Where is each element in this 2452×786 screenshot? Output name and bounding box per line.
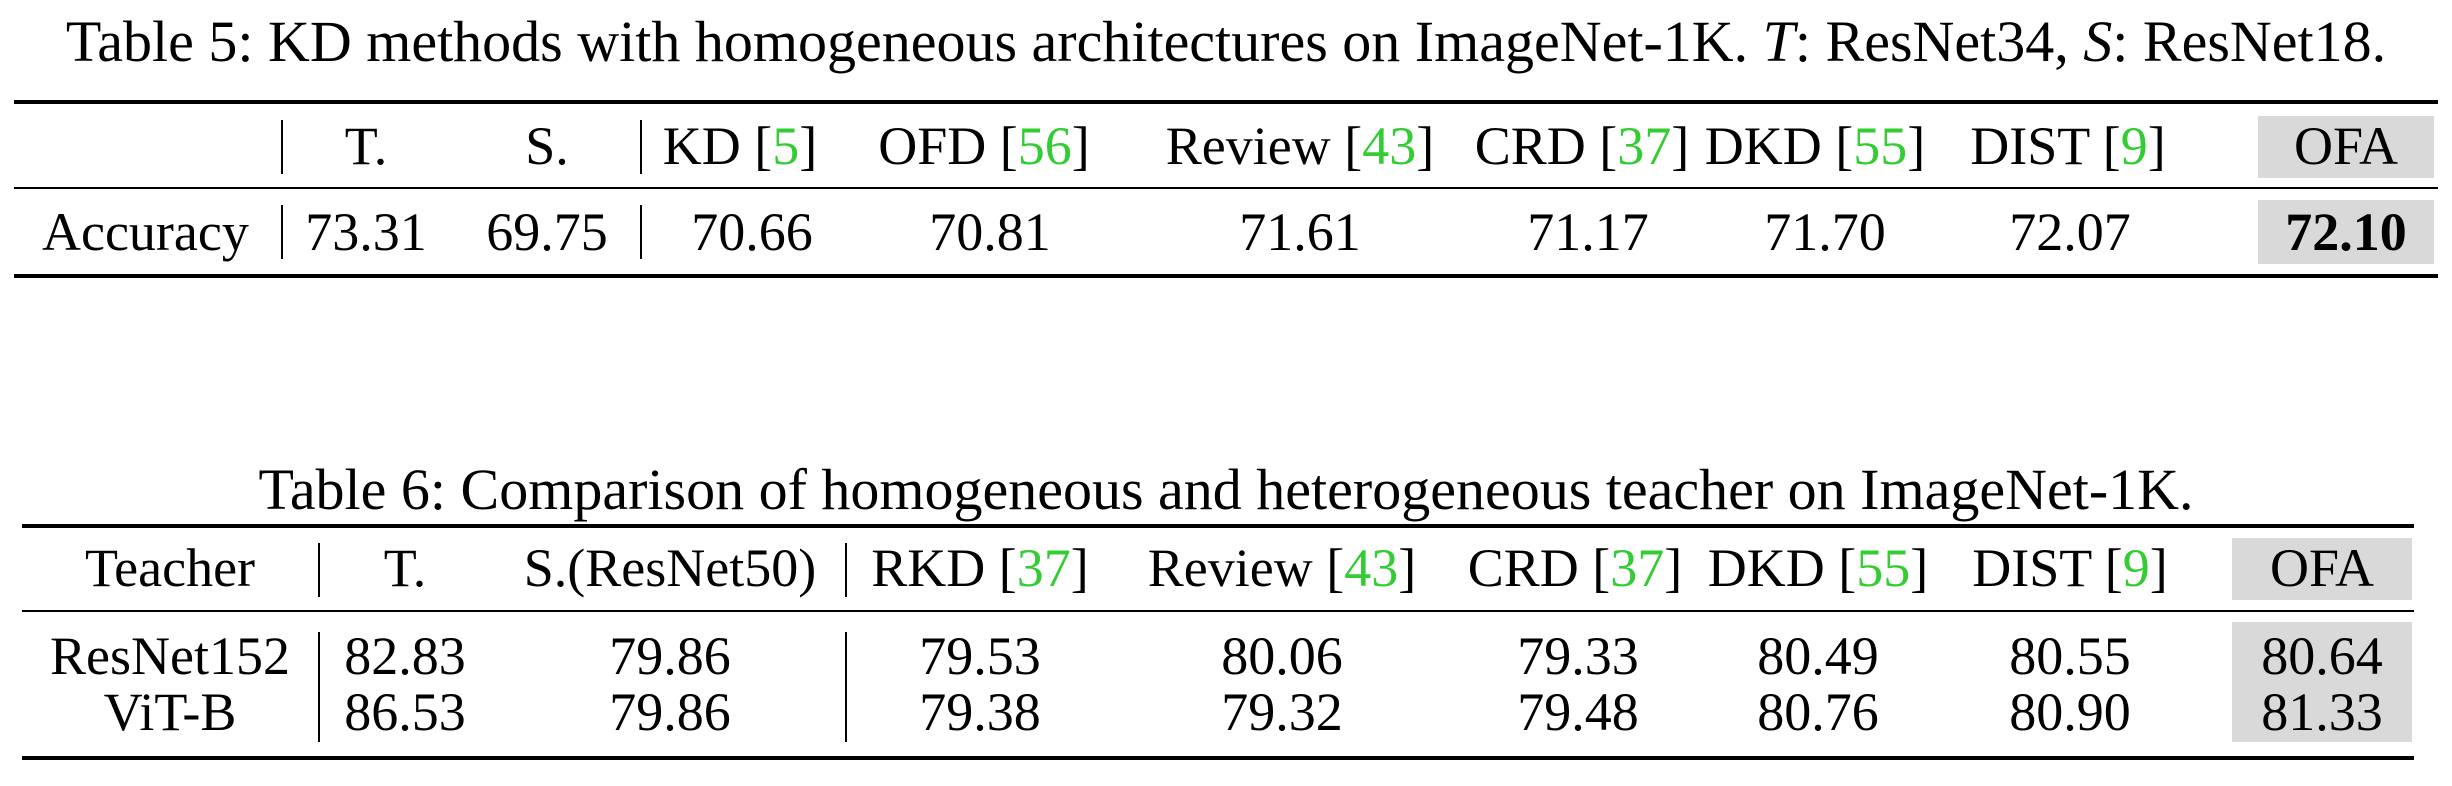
table5-header-student: S.: [525, 116, 569, 176]
table6-header-dist: DIST [9]: [1972, 538, 2168, 598]
table5-header-separator-2: [640, 120, 642, 174]
table6-row2-value-student: 79.86: [609, 682, 731, 742]
table5-value-ofa: 72.10: [2285, 202, 2407, 262]
table6-mid-rule: [22, 610, 2414, 612]
table5-value-crd: 71.17: [1527, 202, 1649, 262]
table5-mid-rule: [14, 187, 2438, 189]
table5-value-dist: 72.07: [2009, 202, 2131, 262]
table5-header-dist: DIST [9]: [1970, 116, 2166, 176]
table5-caption-mid: : ResNet34,: [1794, 9, 2084, 74]
table5-caption-prefix: Table 5: KD methods with homogeneous arc…: [65, 9, 1763, 74]
table6-header-student: S.(ResNet50): [523, 538, 817, 598]
table6-row1-label: ResNet152: [50, 626, 290, 686]
table5-header-crd: CRD [37]: [1474, 116, 1690, 176]
table5-header-review: Review [43]: [1165, 116, 1435, 176]
table5-header-separator-1: [281, 120, 283, 174]
table6-header-rkd-cite[interactable]: 37: [1016, 538, 1071, 598]
table6-top-rule: [22, 524, 2414, 528]
table6-ofa-header-highlight: [2232, 538, 2412, 600]
table6-caption: Table 6: Comparison of homogeneous and h…: [258, 457, 2194, 522]
table6-row1-value-dist: 80.55: [2009, 626, 2131, 686]
table6-ofa-values-highlight: [2232, 622, 2412, 742]
table5-header-kd: KD [5]: [662, 116, 818, 176]
table6-header-crd: CRD [37]: [1467, 538, 1683, 598]
table5-header-teacher: T.: [344, 116, 388, 176]
table5-value-dkd: 71.70: [1764, 202, 1886, 262]
table6-header-crd-cite[interactable]: 37: [1610, 538, 1665, 598]
table5-header-dist-cite[interactable]: 9: [2120, 116, 2148, 176]
table5-header-dkd-cite[interactable]: 55: [1853, 116, 1908, 176]
table6-row2-value-dkd: 80.76: [1757, 682, 1879, 742]
table6-header-review: Review [43]: [1147, 538, 1417, 598]
table6-row1-value-crd: 79.33: [1517, 626, 1639, 686]
table5-ofa-value-highlight: [2258, 200, 2434, 264]
table6-row2-value-rkd: 79.38: [919, 682, 1041, 742]
table6-header-ofa: OFA: [2269, 538, 2375, 598]
table6-header-review-cite[interactable]: 43: [1344, 538, 1399, 598]
table5-caption-teacher-symbol: T: [1762, 9, 1795, 74]
table5-header-ofd-cite[interactable]: 56: [1017, 116, 1072, 176]
table6-header-separator-2: [845, 543, 847, 597]
table6-row2-value-ofa: 81.33: [2261, 682, 2383, 742]
table5-header-ofa: OFA: [2293, 116, 2399, 176]
table5-header-ofd: OFD [56]: [878, 116, 1090, 176]
table6-row2-label: ViT-B: [103, 682, 237, 742]
table5-ofa-header-highlight: [2258, 116, 2434, 178]
table6-header-t: T.: [383, 538, 427, 598]
table5-header-dkd: DKD [55]: [1704, 116, 1926, 176]
table5-header-kd-cite[interactable]: 5: [772, 116, 800, 176]
table6-header-dkd-cite[interactable]: 55: [1856, 538, 1911, 598]
table5-row-separator-2: [640, 205, 642, 259]
table6-row2-value-dist: 80.90: [2009, 682, 2131, 742]
table6-row-separator-1: [318, 632, 320, 742]
table5-caption-suffix: : ResNet18.: [2112, 9, 2387, 74]
table6-header-teacher: Teacher: [84, 538, 256, 598]
table5-value-review: 71.61: [1239, 202, 1361, 262]
table6-header-rkd: RKD [37]: [871, 538, 1089, 598]
table6-header-dkd: DKD [55]: [1707, 538, 1929, 598]
table6-bottom-rule: [22, 756, 2414, 760]
table6-row2-value-review: 79.32: [1221, 682, 1343, 742]
table5-value-teacher: 73.31: [305, 202, 427, 262]
table5-caption: Table 5: KD methods with homogeneous arc…: [0, 10, 2452, 74]
table5-header-crd-cite[interactable]: 37: [1617, 116, 1672, 176]
table5-row-separator-1: [281, 205, 283, 259]
table6-row1-value-t: 82.83: [344, 626, 466, 686]
table5-value-student: 69.75: [486, 202, 608, 262]
table6-row1-value-ofa: 80.64: [2261, 626, 2383, 686]
table6-header-separator-1: [318, 543, 320, 597]
table6-header-dist-cite[interactable]: 9: [2122, 538, 2150, 598]
table5-header-review-cite[interactable]: 43: [1362, 116, 1417, 176]
table6-row2-value-crd: 79.48: [1517, 682, 1639, 742]
table5-value-kd: 70.66: [691, 202, 813, 262]
table5-top-rule: [14, 100, 2438, 104]
table6-row-separator-2: [845, 632, 847, 742]
table5-value-ofd: 70.81: [929, 202, 1051, 262]
table6-row1-value-student: 79.86: [609, 626, 731, 686]
table5-caption-student-symbol: S: [2083, 9, 2113, 74]
table5-bottom-rule: [14, 274, 2438, 278]
table5-row-label: Accuracy: [42, 202, 249, 262]
table6-row1-value-review: 80.06: [1221, 626, 1343, 686]
table6-row2-value-t: 86.53: [344, 682, 466, 742]
table6-row1-value-dkd: 80.49: [1757, 626, 1879, 686]
table6-row1-value-rkd: 79.53: [919, 626, 1041, 686]
